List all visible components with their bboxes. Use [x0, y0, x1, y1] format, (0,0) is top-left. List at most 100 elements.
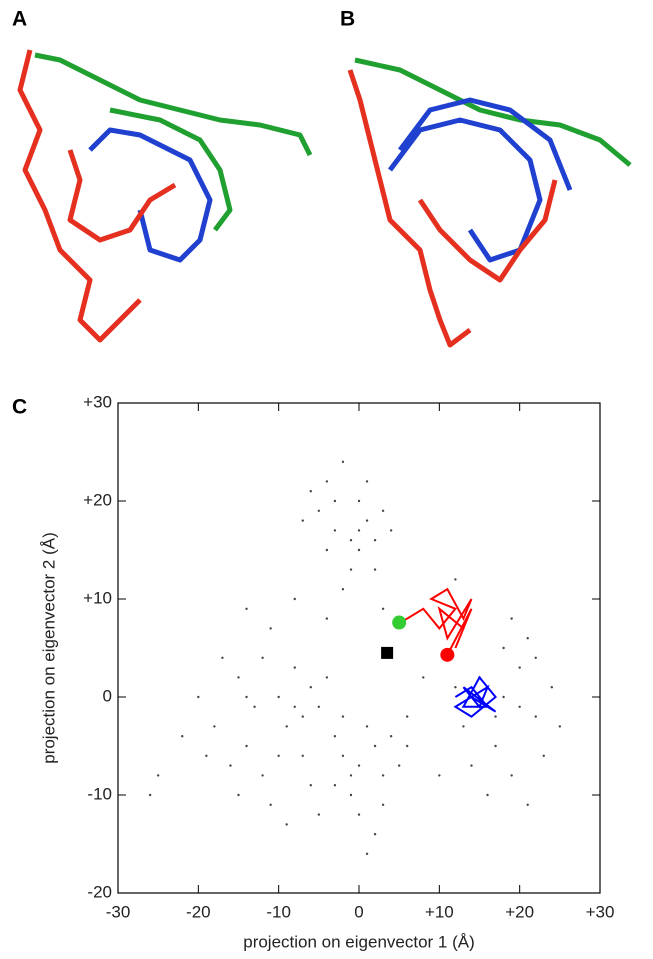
point [221, 656, 224, 659]
point [454, 686, 457, 689]
x-tick-label: -10 [266, 902, 291, 921]
point [357, 813, 361, 816]
point [389, 529, 393, 532]
y-axis-label: projection on eigenvector 2 (Å) [39, 532, 58, 764]
point [534, 715, 537, 718]
point [293, 597, 296, 601]
point [389, 735, 393, 738]
point [285, 725, 288, 728]
point [454, 578, 457, 581]
point [333, 499, 337, 503]
point [269, 803, 272, 806]
point [365, 852, 369, 855]
point [349, 793, 353, 797]
point [341, 588, 345, 591]
point [357, 529, 361, 532]
point [349, 539, 353, 542]
point [510, 774, 513, 777]
marker-circle [440, 647, 455, 662]
point [253, 705, 256, 708]
point [357, 499, 361, 503]
point [534, 656, 537, 659]
point [277, 695, 280, 699]
point [148, 793, 152, 797]
point [373, 539, 377, 542]
point [237, 793, 240, 797]
point [269, 627, 272, 630]
y-tick-label: +10 [83, 588, 112, 607]
point [237, 676, 240, 679]
point [293, 705, 296, 708]
point [365, 480, 369, 483]
point [156, 774, 160, 777]
point [205, 754, 208, 757]
x-axis-label: projection on eigenvector 1 (Å) [243, 932, 475, 951]
structure-b [347, 57, 632, 348]
point [325, 548, 329, 552]
point [486, 793, 489, 797]
point [245, 607, 248, 610]
point [301, 519, 304, 522]
point [381, 803, 385, 806]
point [213, 725, 216, 728]
point [317, 705, 321, 708]
point [494, 715, 497, 718]
point [309, 784, 312, 787]
point [325, 676, 329, 679]
point [462, 725, 465, 728]
point [341, 754, 345, 757]
point [381, 774, 385, 777]
point [365, 519, 369, 522]
point [325, 480, 329, 483]
x-tick-label: -20 [186, 902, 211, 921]
point [317, 813, 321, 816]
y-tick-label: +20 [83, 490, 112, 509]
point [349, 774, 353, 777]
trajectory [453, 675, 497, 718]
point [309, 490, 312, 493]
panel-label: B [340, 8, 355, 31]
point [261, 774, 264, 777]
point [245, 695, 248, 699]
point [317, 509, 321, 512]
point [397, 764, 401, 767]
point [285, 823, 288, 826]
point [381, 607, 385, 610]
point [558, 725, 562, 728]
point [341, 715, 345, 718]
marker-square [381, 646, 394, 659]
plot-frame [117, 402, 601, 894]
y-tick-label: -20 [87, 882, 112, 901]
point [301, 754, 304, 757]
x-tick-label: +20 [505, 902, 534, 921]
point [301, 715, 304, 718]
point [494, 744, 497, 748]
point [373, 833, 377, 836]
point [542, 754, 545, 757]
point [406, 744, 409, 748]
point [502, 646, 505, 650]
point [293, 666, 296, 669]
point [550, 686, 553, 689]
point [438, 774, 441, 777]
point [333, 784, 337, 787]
point [341, 460, 345, 463]
point [470, 764, 473, 767]
trajectory [398, 587, 473, 656]
point [526, 637, 529, 640]
y-tick-label: +30 [83, 392, 112, 411]
point [245, 744, 248, 748]
x-tick-label: +30 [586, 902, 615, 921]
x-tick-label: -30 [106, 902, 131, 921]
panel-label: A [12, 8, 27, 31]
point [422, 676, 425, 679]
point [365, 725, 369, 728]
x-tick-label: +10 [425, 902, 454, 921]
point [261, 656, 264, 659]
point [357, 764, 361, 767]
point [510, 617, 513, 620]
y-tick-label: -10 [87, 784, 112, 803]
point [333, 529, 337, 532]
x-tick-label: 0 [354, 902, 363, 921]
